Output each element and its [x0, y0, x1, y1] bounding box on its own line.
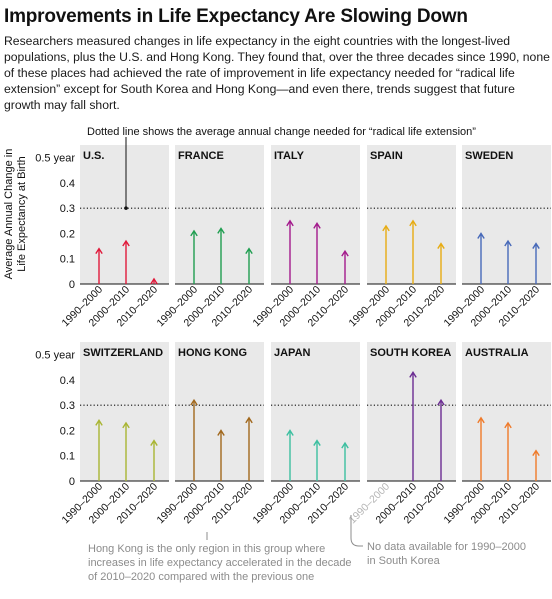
y-tick-label: 0.4 [60, 178, 75, 190]
country-label: SPAIN [370, 150, 403, 162]
panel-background [175, 342, 264, 481]
panel-background [175, 145, 264, 284]
y-tick-label: 0 [69, 279, 75, 291]
arrow-head [409, 219, 417, 227]
arrow-head [122, 421, 130, 429]
arrow-head [95, 419, 103, 426]
hong-kong-note-line: of 2010–2020 compared with the previous … [88, 571, 314, 583]
y-tick-label: 0.5 year [35, 153, 75, 165]
y-tick-label: 0.3 [60, 203, 75, 215]
country-label: ITALY [274, 150, 305, 162]
hong-kong-note-line: increases in life expectancy accelerated… [88, 557, 352, 569]
panel-background [271, 342, 360, 481]
country-label: FRANCE [178, 150, 224, 162]
arrow-head [190, 229, 198, 237]
y-tick-label: 0.1 [60, 254, 75, 266]
arrow-head [532, 242, 540, 249]
country-label: JAPAN [274, 347, 311, 359]
south-korea-note-leader [350, 515, 363, 547]
panel-background [367, 145, 456, 284]
y-axis-label-line: Life Expectancy at Birth [16, 156, 28, 272]
arrow-head [532, 449, 540, 457]
y-axis-label-line: Average Annual Change in [3, 149, 15, 280]
arrow-head [477, 416, 485, 424]
arrow-head [341, 441, 349, 449]
arrow-head [122, 239, 130, 247]
y-tick-label: 0.3 [60, 400, 75, 412]
country-label: SOUTH KOREA [370, 347, 451, 359]
arrow-head [504, 421, 512, 429]
south-korea-note-line: No data available for 1990–2000 [367, 541, 526, 553]
country-label: SWEDEN [465, 150, 513, 162]
arrow-head [150, 277, 158, 285]
y-tick-label: 0.2 [60, 425, 75, 437]
panel-background [462, 145, 551, 284]
country-label: SWITZERLAND [83, 347, 163, 359]
arrow-head [95, 247, 103, 254]
panel-background [80, 342, 169, 481]
arrow-head [313, 439, 321, 446]
hong-kong-note-line: Hong Kong is the only region in this gro… [88, 543, 325, 555]
arrow-head [382, 224, 390, 232]
arrow-head [150, 439, 158, 446]
y-tick-label: 0.2 [60, 228, 75, 240]
arrow-head [477, 232, 485, 239]
threshold-note-dot [124, 206, 128, 210]
panel-background [367, 342, 456, 481]
arrow-head [217, 227, 225, 234]
panel-background [271, 145, 360, 284]
arrow-head [504, 239, 512, 247]
arrow-head [286, 219, 294, 227]
arrow-head [313, 222, 321, 229]
y-tick-label: 0.1 [60, 451, 75, 463]
arrow-head [245, 416, 253, 424]
chart-title: Improvements in Life Expectancy Are Slow… [4, 6, 468, 27]
arrow-head [286, 429, 294, 436]
arrow-head [245, 247, 253, 254]
y-tick-label: 0.4 [60, 375, 75, 387]
arrow-head [437, 242, 445, 249]
country-label: U.S. [83, 150, 104, 162]
panel-background [462, 342, 551, 481]
arrow-head [437, 398, 445, 406]
chart-subtitle: Researchers measured changes in life exp… [4, 34, 550, 112]
south-korea-note-line: in South Korea [367, 555, 441, 567]
y-tick-label: 0.5 year [35, 350, 75, 362]
country-label: AUSTRALIA [465, 347, 529, 359]
arrow-head [409, 371, 417, 378]
y-tick-label: 0 [69, 476, 75, 488]
arrow-head [341, 249, 349, 257]
arrow-head [190, 398, 198, 406]
country-label: HONG KONG [178, 347, 247, 359]
arrow-head [217, 429, 225, 436]
panel-background [80, 145, 169, 284]
threshold-note: Dotted line shows the average annual cha… [87, 126, 476, 138]
